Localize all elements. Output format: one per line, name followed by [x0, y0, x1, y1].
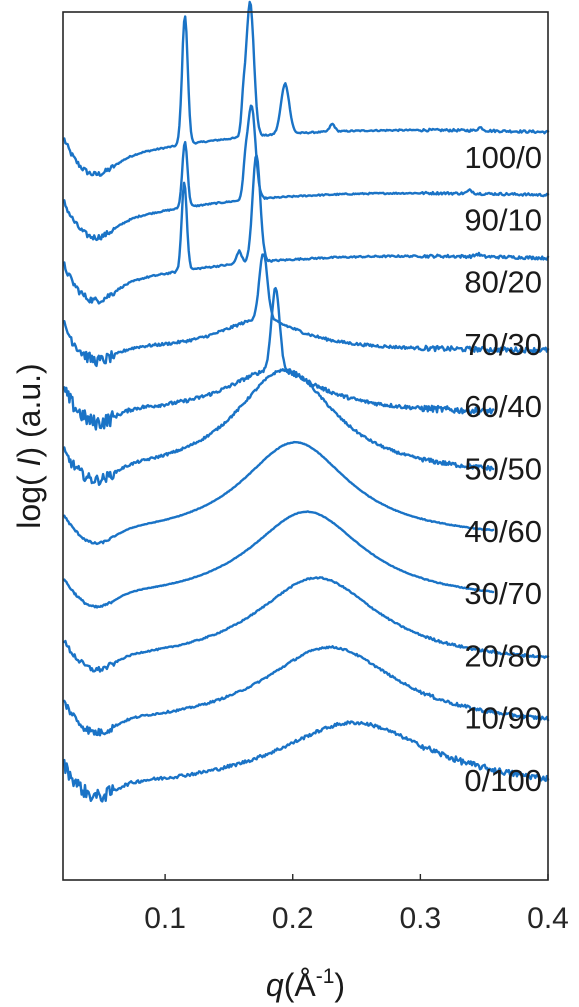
series-label: 30/70: [464, 576, 542, 611]
axes-frame: [62, 11, 549, 881]
series-label: 100/0: [464, 140, 542, 175]
y-axis-symbol: I: [11, 457, 47, 466]
x-ticks-group: 0.1 0.2 0.3 0.4: [144, 874, 569, 935]
series-line-80-20: [63, 154, 550, 305]
series-line-50-50: [63, 367, 495, 486]
series-label: 80/20: [464, 265, 542, 300]
x-axis-unit: (Å: [284, 967, 317, 1003]
series-line-90-10: [63, 104, 550, 242]
series-label: 40/60: [464, 514, 542, 549]
x-tick-label: 0.2: [272, 902, 314, 935]
x-tick-label: 0.3: [400, 902, 442, 935]
series-line-100-0: [63, 0, 550, 177]
series-label: 90/10: [464, 202, 542, 237]
x-tick-label: 0.4: [527, 902, 569, 935]
x-axis-label: q(Å-1): [266, 965, 345, 1003]
x-axis-unit-close: ): [334, 967, 345, 1003]
series-line-60-40: [63, 287, 495, 431]
series-label: 50/50: [464, 452, 542, 487]
curves-group: [63, 0, 550, 803]
x-axis-unit-exp: -1: [316, 965, 335, 988]
y-axis-label: log( I) (a.u.): [11, 363, 47, 528]
series-label: 60/40: [464, 389, 542, 424]
series-line-30-70: [63, 510, 495, 609]
series-line-0-100: [63, 720, 550, 803]
series-labels-group: 100/0 90/10 80/20 70/30 60/40 50/50 40/60 30/70…: [464, 140, 542, 798]
series-label: 20/80: [464, 638, 542, 673]
x-tick-label: 0.1: [144, 902, 186, 935]
series-line-20-80: [63, 576, 550, 673]
series-label: 10/90: [464, 701, 542, 736]
series-line-10-90: [63, 645, 550, 737]
y-axis-prefix: log(: [11, 466, 47, 528]
x-axis-symbol: q: [266, 967, 284, 1003]
series-line-40-60: [63, 440, 495, 546]
y-axis-suffix: ) (a.u.): [11, 363, 47, 457]
series-label: 70/30: [464, 327, 542, 362]
series-label: 0/100: [464, 763, 542, 798]
series-line-70-30: [63, 253, 550, 368]
